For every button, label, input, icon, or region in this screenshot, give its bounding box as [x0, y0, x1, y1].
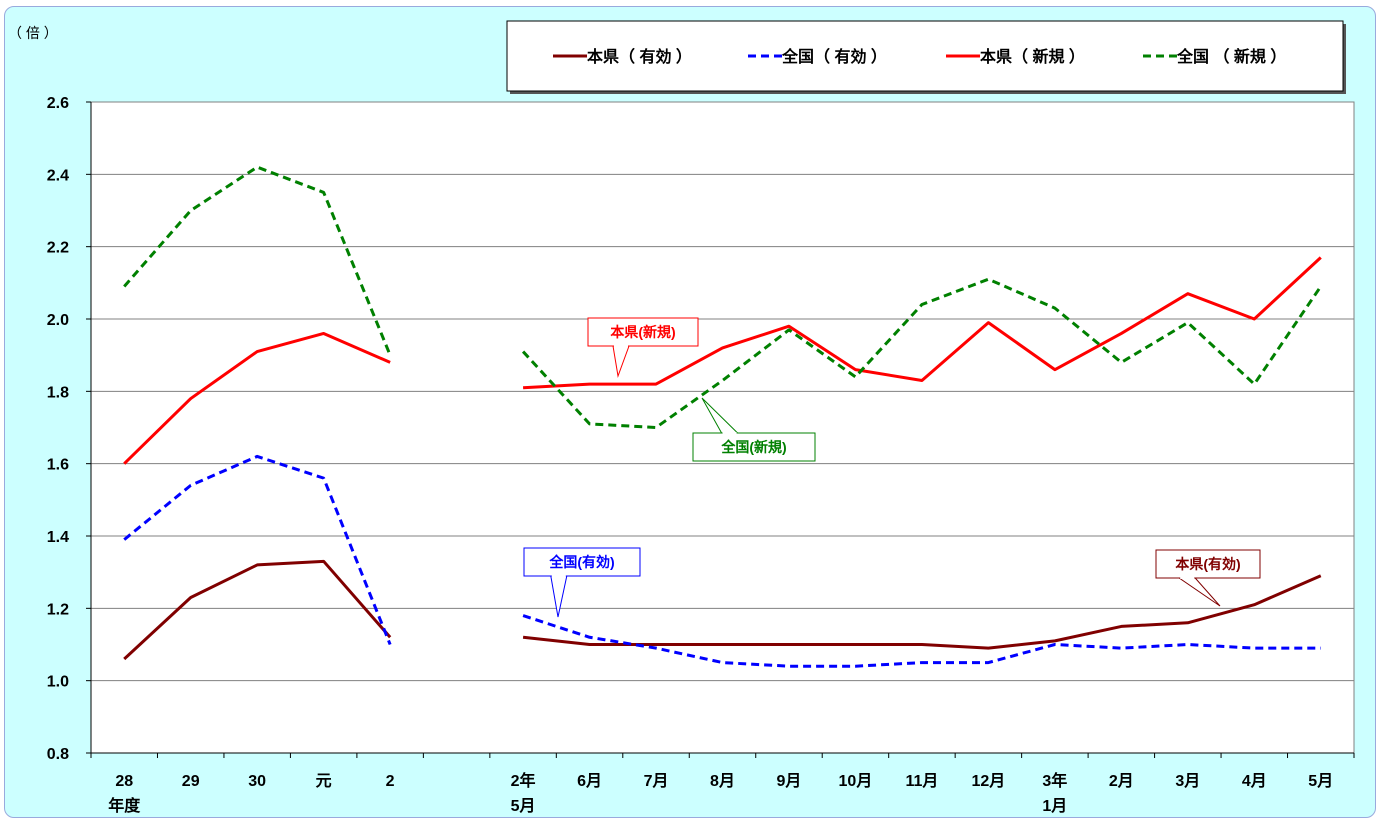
callout-label: 全国(有効) [548, 554, 614, 570]
x-tick-label: 28 [115, 773, 133, 790]
x-tick-label: 5月 [511, 797, 536, 815]
series-line [522, 574, 1322, 650]
series-line [123, 559, 392, 661]
legend-label: 全国 （ 新規 ） [1176, 47, 1286, 66]
series-line [123, 454, 392, 646]
y-axis: 0.8 1.0 1.2 1.4 1.6 1.8 2.0 2.2 2.4 2.6 [47, 95, 92, 763]
x-tick-label: 29 [182, 773, 200, 790]
y-tick-label: 1.6 [47, 457, 69, 474]
y-tick-label: 2.6 [47, 95, 69, 112]
legend: 本県（ 有効 ） 全国（ 有効 ） 本県（ 新規 ） 全国 （ 新規 ） [506, 20, 1346, 94]
x-tick-label: 元 [316, 773, 332, 790]
x-tick-label: 2 [386, 773, 395, 790]
x-tick-label: 3月 [1175, 772, 1200, 790]
y-tick-label: 1.0 [47, 674, 69, 691]
x-tick-label: 年度 [108, 796, 141, 815]
x-tick-label: 6月 [577, 772, 602, 790]
legend-box [506, 20, 1344, 92]
series-lines [123, 165, 1323, 668]
callout-box [587, 317, 699, 347]
x-tick-label: 12月 [971, 772, 1005, 790]
series-line [521, 277, 1323, 429]
x-axis: 28 年度 29 30 元 2 2年 5月 6月 7月 8月 9月 10月 11月 12月 3年 1月 2月 3月 4… [90, 752, 1355, 815]
callout-box [692, 432, 816, 462]
series-line [123, 331, 391, 465]
legend-label: 本県（ 新規 ） [980, 47, 1085, 66]
x-tick-label: 2年 [511, 771, 536, 790]
x-tick-label: 1月 [1042, 797, 1067, 815]
y-tick-label: 1.2 [47, 601, 69, 618]
series-line [522, 614, 1321, 668]
x-tick-label: 9月 [777, 772, 802, 790]
legend-label: 全国（ 有効 ） [781, 47, 887, 66]
x-tick-label: 7月 [644, 772, 669, 790]
x-tick-label: 2月 [1109, 772, 1134, 790]
x-tick-label: 30 [248, 773, 266, 790]
callout-label: 本県(新規) [610, 324, 675, 340]
series-line [123, 165, 392, 356]
y-tick-label: 2.4 [47, 167, 69, 184]
legend-label: 本県（ 有効 ） [587, 47, 692, 66]
x-tick-label: 4月 [1242, 772, 1267, 790]
gridlines [91, 173, 1354, 682]
callout-box [1155, 549, 1261, 579]
x-tick-label: 10月 [839, 772, 873, 790]
y-tick-label: 0.8 [47, 746, 69, 763]
x-tick-label: 5月 [1308, 772, 1333, 790]
x-tick-label: 11月 [905, 772, 938, 790]
y-tick-label: 2.2 [47, 240, 69, 257]
y-tick-label: 1.8 [47, 384, 69, 401]
series-line [522, 256, 1322, 390]
callout-label: 全国(新規) [720, 439, 786, 455]
x-tick-label: 3年 [1042, 771, 1067, 790]
unit-label: （ 倍 ） [8, 25, 58, 41]
series-callouts: 本県(新規) 全国(新規) 全国(有効) 本県(有効) [523, 317, 1261, 618]
y-tick-label: 2.0 [47, 312, 69, 329]
x-tick-label: 8月 [710, 772, 735, 790]
callout-box [523, 547, 641, 577]
y-tick-label: 1.4 [47, 529, 69, 546]
callout-label: 本県(有効) [1175, 556, 1240, 572]
